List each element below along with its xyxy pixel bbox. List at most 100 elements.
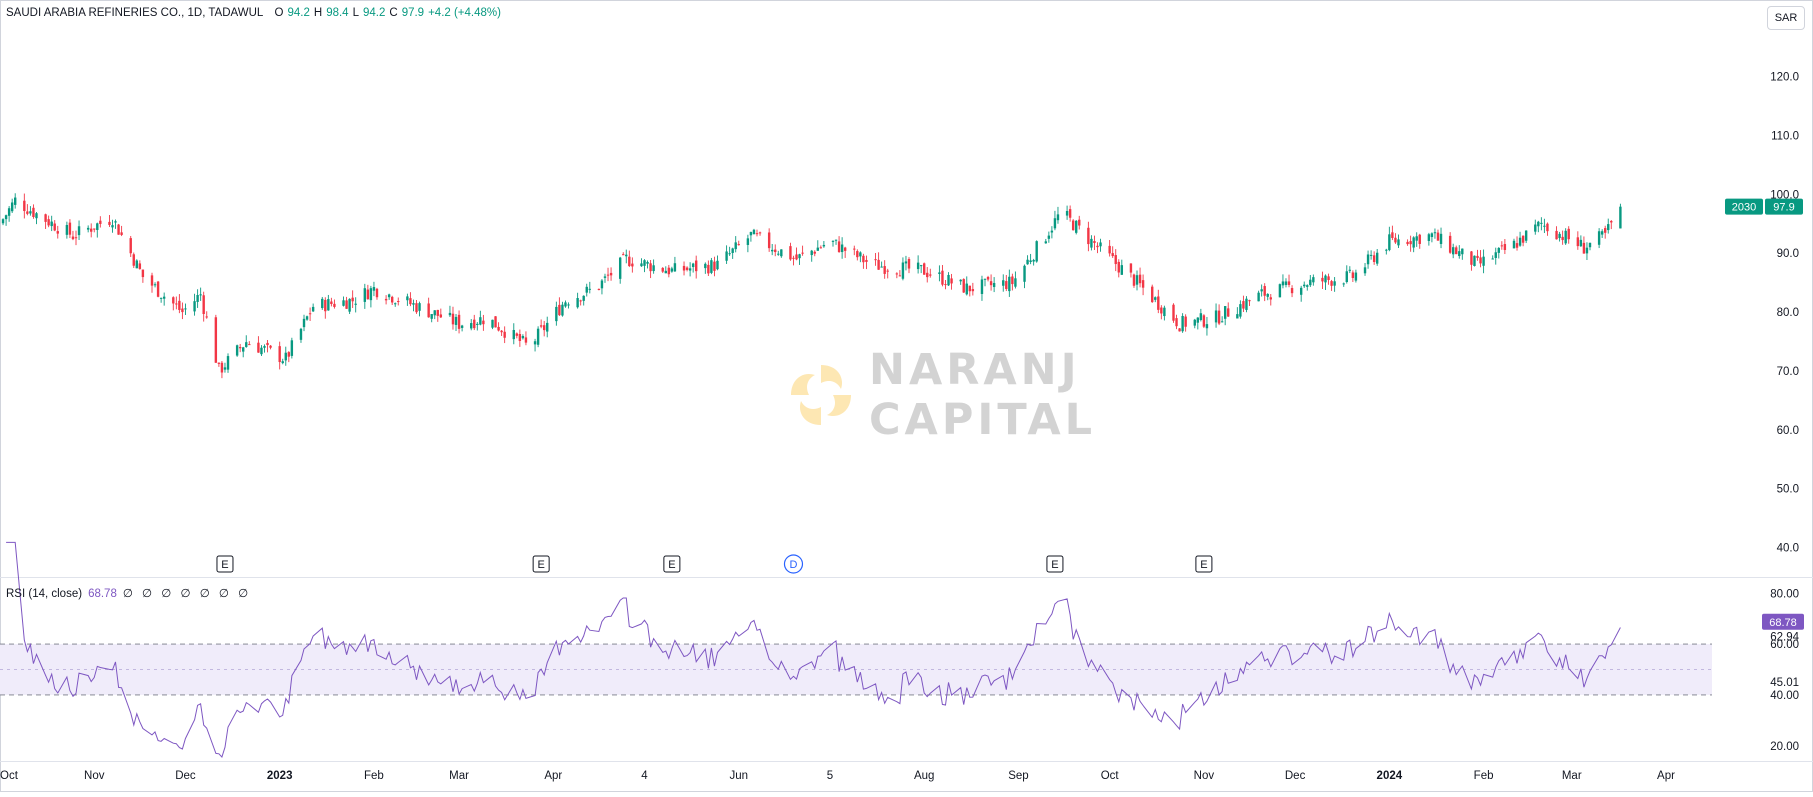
candle-body — [919, 265, 923, 267]
candle-body — [968, 285, 972, 292]
currency-button[interactable]: SAR — [1767, 6, 1805, 30]
price-tag-text: 97.9 — [1773, 202, 1794, 214]
open-label: O — [274, 7, 284, 19]
candle-body — [226, 356, 230, 370]
candle-body — [819, 247, 823, 249]
watermark-line2: CAPITAL — [869, 395, 1097, 445]
candle-body — [1117, 261, 1120, 273]
earnings-marker[interactable]: E — [216, 555, 234, 573]
dividend-marker[interactable]: D — [783, 554, 804, 574]
candle-body — [1576, 237, 1580, 247]
candle-body — [1388, 234, 1391, 251]
candle-body — [363, 288, 367, 302]
earnings-marker[interactable]: E — [1046, 555, 1064, 573]
candle-body — [321, 298, 324, 309]
symbol-name: SAUDI ARABIA REFINERIES CO., 1D, TADAWUL — [6, 7, 264, 19]
candle-body — [1412, 237, 1415, 248]
candle-body — [384, 298, 388, 301]
earnings-marker[interactable]: E — [1195, 555, 1213, 573]
candle-body — [1306, 285, 1309, 287]
candle-body — [117, 224, 120, 235]
candle-body — [65, 225, 69, 235]
candle-body — [387, 294, 391, 298]
candle-body — [129, 238, 132, 254]
time-tick-label: Oct — [1101, 770, 1120, 782]
candle-body — [287, 352, 291, 357]
event-marker-label: E — [1051, 559, 1058, 571]
candle-body — [372, 287, 376, 291]
candle-body — [986, 276, 990, 280]
candle-body — [859, 252, 862, 257]
candle-body — [1029, 260, 1032, 262]
candle-body — [1619, 206, 1622, 229]
candle-body — [409, 298, 412, 305]
time-tick-label: Apr — [544, 770, 562, 782]
candle-body — [153, 284, 157, 286]
candle-body — [798, 254, 801, 259]
time-tick-label: Mar — [449, 770, 469, 782]
candle-body — [369, 288, 373, 301]
candle-body — [1430, 233, 1434, 238]
candle-body — [661, 267, 664, 272]
candle-body — [1163, 307, 1166, 317]
candle-body — [238, 347, 242, 349]
candle-body — [895, 273, 899, 275]
candle-body — [1014, 278, 1017, 287]
candle-body — [473, 319, 476, 329]
candle-body — [649, 263, 652, 272]
candle-body — [257, 342, 260, 353]
candle-body — [494, 316, 497, 328]
candle-body — [284, 352, 287, 361]
low-label: L — [352, 7, 359, 19]
candle-body — [1196, 317, 1200, 323]
candle-body — [767, 232, 771, 249]
candle-body — [1564, 230, 1567, 244]
candle-body — [1202, 315, 1206, 327]
price-tick-label: 110.0 — [1771, 130, 1799, 142]
candle-body — [1114, 255, 1117, 265]
candle-body — [430, 314, 433, 319]
candle-body — [1372, 255, 1376, 263]
candle-body — [597, 288, 601, 290]
candle-body — [108, 221, 111, 225]
candle-body — [1005, 281, 1008, 289]
candle-body — [1, 219, 5, 224]
candle-body — [1129, 263, 1133, 273]
candle-body — [327, 299, 330, 311]
candle-body — [734, 242, 737, 250]
candle-body — [716, 260, 719, 270]
candle-body — [1236, 314, 1239, 319]
candle-body — [1178, 328, 1181, 332]
candle-body — [53, 223, 56, 231]
price-tick-label: 90.0 — [1777, 248, 1799, 260]
candle-body — [640, 263, 643, 267]
candle-body — [524, 337, 528, 343]
candle-body — [813, 251, 816, 254]
earnings-marker[interactable]: E — [663, 555, 681, 573]
candle-body — [707, 264, 710, 274]
candle-body — [1348, 269, 1352, 271]
candle-body — [470, 323, 473, 329]
candle-body — [99, 220, 102, 224]
price-tag-bg — [1765, 198, 1803, 215]
candle-body — [746, 238, 750, 245]
candle-body — [752, 229, 756, 235]
candle-body — [1327, 276, 1330, 281]
candle-body — [427, 303, 430, 318]
candle-body — [248, 344, 251, 346]
candle-body — [1409, 241, 1412, 245]
candle-body — [992, 282, 996, 288]
high-value: 98.4 — [326, 7, 349, 19]
close-label: C — [389, 7, 398, 19]
earnings-marker[interactable]: E — [532, 555, 550, 573]
rsi-tick-label: 80.00 — [1770, 588, 1799, 600]
candle-body — [457, 314, 461, 329]
candle-body — [1543, 225, 1546, 227]
candle-body — [1406, 241, 1409, 245]
candle-body — [600, 280, 604, 289]
candle-body — [1223, 306, 1227, 319]
candle-body — [1455, 247, 1458, 255]
candle-body — [564, 302, 567, 307]
